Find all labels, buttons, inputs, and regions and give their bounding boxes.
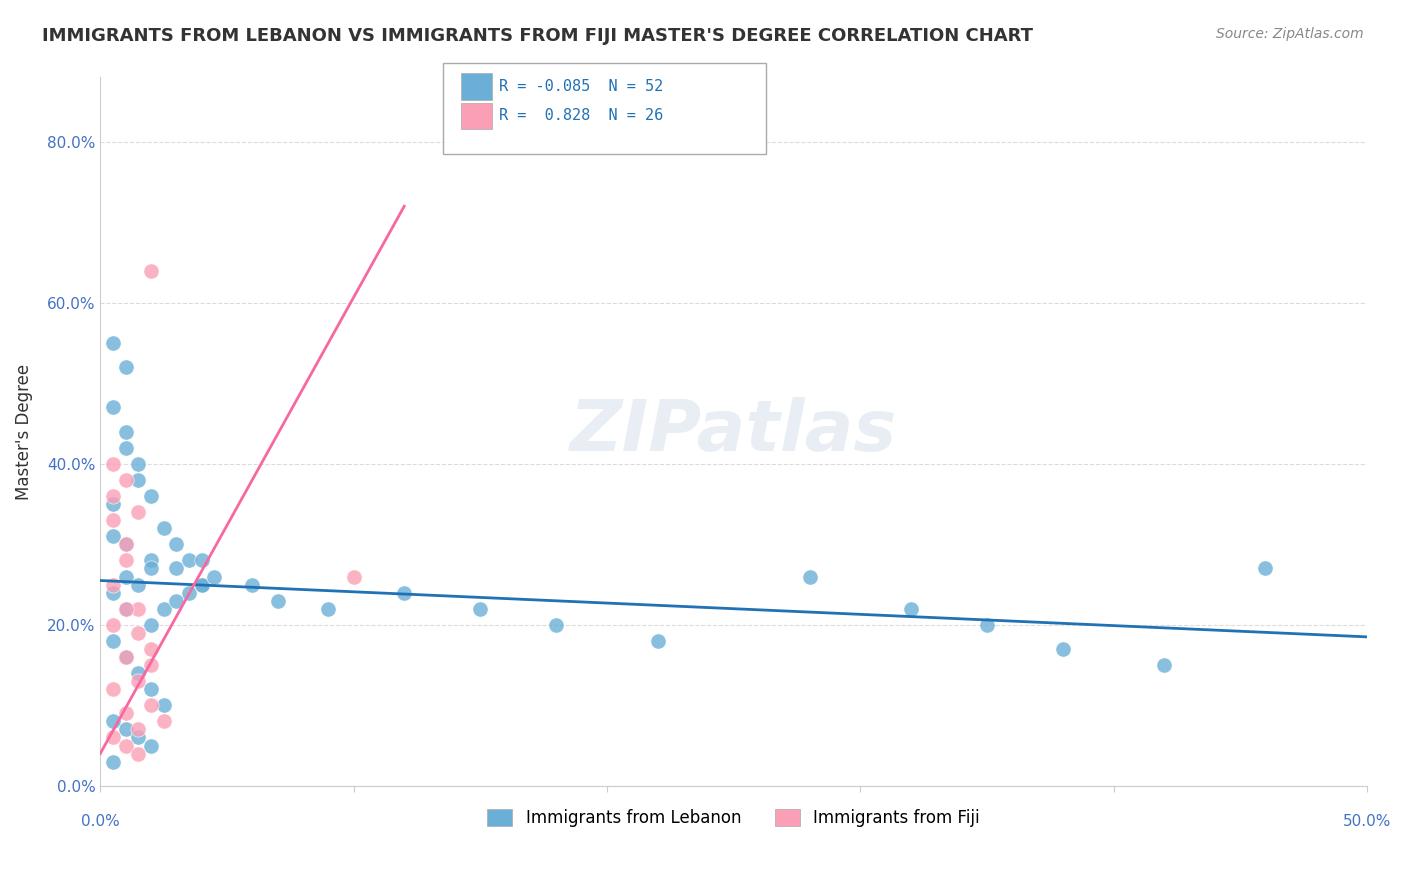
Point xyxy=(101,731,124,745)
Point xyxy=(240,577,263,591)
Point xyxy=(190,577,212,591)
Point xyxy=(101,617,124,632)
Point xyxy=(127,666,149,681)
Point xyxy=(139,698,162,713)
Point xyxy=(165,537,187,551)
Point xyxy=(1254,561,1277,575)
Point xyxy=(165,561,187,575)
Point xyxy=(127,577,149,591)
Point xyxy=(114,360,136,375)
Point xyxy=(127,731,149,745)
Point xyxy=(101,513,124,527)
Point xyxy=(976,617,998,632)
Point xyxy=(202,569,225,583)
Point xyxy=(177,553,200,567)
Point xyxy=(114,650,136,665)
Point xyxy=(114,441,136,455)
Point xyxy=(127,747,149,761)
Point xyxy=(139,263,162,277)
Point xyxy=(177,585,200,599)
Point xyxy=(101,457,124,471)
Point xyxy=(101,714,124,729)
Point xyxy=(114,473,136,487)
Text: ZIPatlas: ZIPatlas xyxy=(569,397,897,467)
Point xyxy=(127,625,149,640)
Point xyxy=(127,473,149,487)
Point xyxy=(546,617,568,632)
Point xyxy=(101,633,124,648)
Point xyxy=(101,577,124,591)
Point xyxy=(152,714,174,729)
Point xyxy=(190,577,212,591)
Point xyxy=(101,755,124,769)
Point xyxy=(114,706,136,721)
Point xyxy=(139,553,162,567)
Text: 50.0%: 50.0% xyxy=(1343,814,1391,830)
Point xyxy=(114,537,136,551)
Point xyxy=(1052,642,1074,657)
Point xyxy=(101,497,124,511)
Text: Source: ZipAtlas.com: Source: ZipAtlas.com xyxy=(1216,27,1364,41)
Point xyxy=(900,601,922,615)
Point xyxy=(190,553,212,567)
Point xyxy=(127,505,149,519)
Point xyxy=(470,601,492,615)
Text: IMMIGRANTS FROM LEBANON VS IMMIGRANTS FROM FIJI MASTER'S DEGREE CORRELATION CHAR: IMMIGRANTS FROM LEBANON VS IMMIGRANTS FR… xyxy=(42,27,1033,45)
Point xyxy=(101,682,124,697)
Point xyxy=(114,601,136,615)
Legend: Immigrants from Lebanon, Immigrants from Fiji: Immigrants from Lebanon, Immigrants from… xyxy=(481,803,986,834)
Point xyxy=(392,585,415,599)
Point xyxy=(101,529,124,543)
Point xyxy=(127,601,149,615)
Point xyxy=(647,633,669,648)
Point xyxy=(114,425,136,439)
Point xyxy=(127,674,149,689)
Point xyxy=(152,601,174,615)
Point xyxy=(101,585,124,599)
Point xyxy=(139,617,162,632)
Point xyxy=(114,650,136,665)
Point xyxy=(114,569,136,583)
Y-axis label: Master's Degree: Master's Degree xyxy=(15,364,32,500)
Text: R = -0.085  N = 52: R = -0.085 N = 52 xyxy=(499,79,664,94)
Point xyxy=(316,601,339,615)
Point xyxy=(266,593,288,607)
Text: 0.0%: 0.0% xyxy=(82,814,120,830)
Point xyxy=(114,537,136,551)
Point xyxy=(101,401,124,415)
Point xyxy=(127,457,149,471)
Point xyxy=(127,723,149,737)
Point xyxy=(114,723,136,737)
Point xyxy=(114,601,136,615)
Point xyxy=(1153,658,1175,673)
Point xyxy=(152,521,174,535)
Point xyxy=(139,489,162,503)
Point xyxy=(139,642,162,657)
Point xyxy=(152,698,174,713)
Point xyxy=(799,569,821,583)
Point xyxy=(139,739,162,753)
Point xyxy=(114,553,136,567)
Point xyxy=(139,682,162,697)
Point xyxy=(139,658,162,673)
Point xyxy=(342,569,364,583)
Point xyxy=(101,489,124,503)
Point xyxy=(114,739,136,753)
Point xyxy=(101,336,124,351)
Point xyxy=(165,593,187,607)
Point xyxy=(139,561,162,575)
Text: R =  0.828  N = 26: R = 0.828 N = 26 xyxy=(499,109,664,123)
